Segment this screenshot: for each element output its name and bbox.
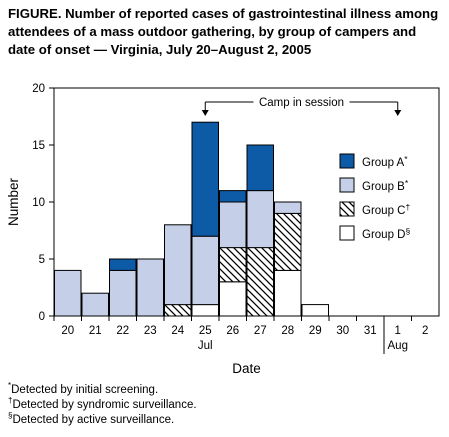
y-tick-label: 20 <box>32 83 45 95</box>
x-tick-label: 30 <box>336 325 349 337</box>
camp-arrowhead <box>201 110 209 116</box>
x-tick-label: 25 <box>199 325 212 337</box>
month-label: Aug <box>388 340 408 352</box>
bar-group-b-25 <box>191 235 219 306</box>
bar-group-d-25 <box>191 304 219 317</box>
legend-swatch-group-b <box>339 177 355 193</box>
month-label: Jul <box>198 340 213 352</box>
y-tick-label: 10 <box>32 197 45 209</box>
x-tick-label: 1 <box>395 325 401 337</box>
legend-swatch-group-d <box>339 225 355 241</box>
bar-group-d-28 <box>274 269 302 317</box>
bar-group-a-25 <box>191 121 219 237</box>
bar-group-c-28 <box>274 212 302 271</box>
bar-group-a-26 <box>219 190 247 203</box>
x-tick-label: 27 <box>254 325 267 337</box>
footnote-2: †Detected by syndromic surveillance. <box>8 396 197 411</box>
bar-group-b-21 <box>81 292 109 317</box>
x-tick-label: 26 <box>226 325 239 337</box>
bar-group-b-28 <box>274 201 302 214</box>
legend-swatch-group-c <box>339 201 355 217</box>
bar-group-b-23 <box>136 258 164 317</box>
x-tick-label: 24 <box>171 325 184 337</box>
x-tick-label: 23 <box>144 325 157 337</box>
y-axis-label: Number <box>6 177 21 226</box>
y-tick-label: 0 <box>39 311 45 323</box>
bar-group-d-26 <box>219 281 247 317</box>
bar-group-c-27 <box>246 247 274 317</box>
bar-group-a-27 <box>246 144 274 192</box>
x-tick-label: 31 <box>364 325 377 337</box>
x-tick-label: 29 <box>309 325 322 337</box>
x-axis-label: Date <box>232 361 261 376</box>
bar-group-a-22 <box>109 258 137 271</box>
y-tick-label: 15 <box>32 140 45 152</box>
legend-label-group-b: Group B* <box>362 178 409 193</box>
x-tick-label: 20 <box>61 325 74 337</box>
x-tick-label: 28 <box>281 325 294 337</box>
legend-label-group-a: Group A* <box>362 154 408 169</box>
bar-group-c-24 <box>164 304 192 317</box>
footnote-1: *Detected by initial screening. <box>8 381 159 396</box>
bar-group-b-22 <box>109 269 137 317</box>
x-tick-label: 22 <box>116 325 129 337</box>
camp-arrowhead <box>394 110 402 116</box>
x-tick-label: 21 <box>89 325 102 337</box>
annotation-camp-in-session: Camp in session <box>259 97 344 109</box>
legend-label-group-d: Group D§ <box>362 226 410 241</box>
footnotes: *Detected by initial screening. †Detected… <box>8 381 197 428</box>
figure-title: FIGURE. Number of reported cases of gast… <box>8 6 439 57</box>
bar-group-b-26 <box>219 201 247 249</box>
bar-group-b-27 <box>246 190 274 249</box>
y-tick-label: 5 <box>39 254 45 266</box>
bar-group-b-20 <box>54 269 82 317</box>
annotation-backdrop <box>253 94 350 110</box>
bar-group-b-24 <box>164 224 192 306</box>
legend-swatch-group-a <box>339 153 355 169</box>
legend-label-group-c: Group C† <box>362 202 410 217</box>
bar-group-d-29 <box>301 304 329 317</box>
x-tick-label: 2 <box>422 325 428 337</box>
footnote-3: §Detected by active surveillance. <box>8 411 175 426</box>
bar-group-c-26 <box>219 247 247 283</box>
